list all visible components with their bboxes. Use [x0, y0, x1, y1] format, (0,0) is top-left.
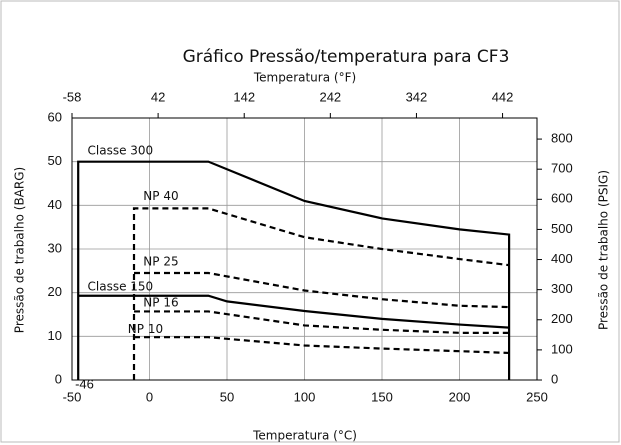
series-label: NP 40	[143, 189, 178, 203]
x2-tick-label: 42	[151, 89, 165, 104]
y2-tick-label: 400	[551, 251, 573, 266]
y-tick-label: 30	[48, 240, 62, 255]
x-label: Temperatura (°C)	[252, 429, 357, 443]
x-tick-label: 200	[449, 389, 471, 404]
y2-tick-label: 100	[551, 341, 573, 356]
plot-frame	[71, 117, 538, 381]
x-tick-label: -50	[63, 389, 82, 404]
y-tick-label: 20	[48, 284, 62, 299]
x2-tick-label: -58	[63, 89, 82, 104]
y-tick-label: 10	[48, 328, 62, 343]
x2-tick-label: 342	[406, 89, 428, 104]
series-line	[132, 207, 510, 380]
series-line	[78, 294, 510, 329]
x-tick-label: 100	[294, 389, 316, 404]
series-line	[134, 336, 510, 355]
x-tick-label: 150	[371, 389, 393, 404]
series-line	[77, 160, 511, 380]
y-tick-label: 50	[48, 153, 62, 168]
y2-tick-label: 200	[551, 311, 573, 326]
series-label: Classe 150	[88, 279, 154, 293]
annotation: -46	[75, 376, 94, 391]
x2-label: Temperatura (°F)	[253, 71, 356, 85]
y2-tick-label: 600	[551, 191, 573, 206]
x2-tick-label: 142	[233, 89, 255, 104]
y2-tick-label: 0	[551, 371, 558, 386]
y-tick-label: 60	[48, 109, 62, 124]
x2-tick-label: 442	[492, 89, 514, 104]
x-tick-label: 50	[220, 389, 234, 404]
series-line	[134, 271, 510, 309]
y2-tick-label: 800	[551, 131, 573, 146]
chart-title: Gráfico Pressão/temperatura para CF3	[183, 47, 510, 67]
x2-tick-label: 242	[319, 89, 341, 104]
y-tick-label: 0	[55, 371, 62, 386]
series-label: NP 10	[128, 322, 163, 336]
y2-label: Pressão de trabalho (PSIG)	[597, 170, 611, 330]
y2-tick-label: 700	[551, 161, 573, 176]
y-tick-label: 40	[48, 197, 62, 212]
x-tick-label: 250	[526, 389, 548, 404]
y2-tick-label: 500	[551, 221, 573, 236]
x-tick-label: 0	[146, 389, 153, 404]
y2-tick-label: 300	[551, 281, 573, 296]
y-label: Pressão de trabalho (BARG)	[13, 167, 27, 333]
series-line	[134, 310, 510, 334]
series-label: NP 25	[143, 255, 178, 269]
series-label: Classe 300	[88, 143, 154, 157]
series-label: NP 16	[143, 296, 178, 310]
